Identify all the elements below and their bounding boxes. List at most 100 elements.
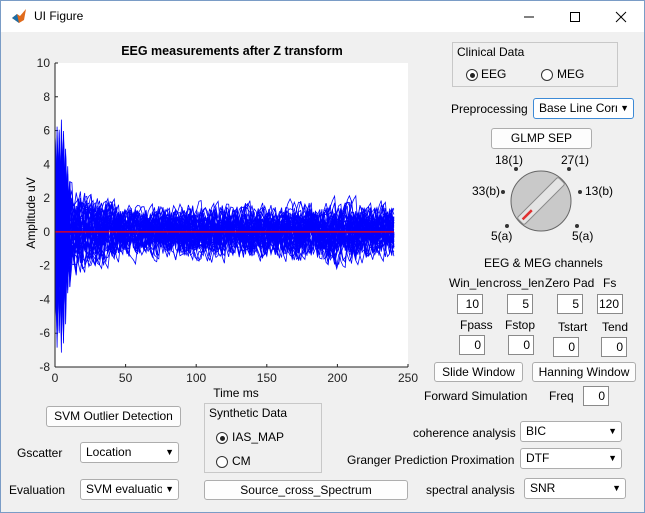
tstart-field[interactable]: 0 (553, 337, 579, 357)
radio-cm-label: CM (232, 454, 251, 468)
channel-knob[interactable] (509, 169, 573, 233)
tstart-label: Tstart (558, 320, 588, 334)
y-tick-label: 2 (43, 191, 50, 205)
y-tick-label: -4 (39, 292, 50, 306)
chevron-down-icon: ▼ (165, 447, 174, 457)
tend-field[interactable]: 0 (601, 337, 627, 357)
clinical-data-panel: Clinical Data EEG MEG (452, 42, 618, 87)
knob-tick (514, 167, 518, 171)
gscatter-dropdown[interactable]: Location ▼ (80, 442, 179, 463)
x-tick-label: 0 (52, 371, 59, 385)
granger-value: DTF (526, 451, 550, 465)
x-tick-label: 200 (327, 371, 347, 385)
evaluation-dropdown[interactable]: SVM evaluation ▼ (80, 479, 179, 500)
svm-outlier-detection-button[interactable]: SVM Outlier Detection (46, 406, 181, 427)
coherence-value: BIC (526, 424, 547, 438)
x-tick-label: 50 (119, 371, 133, 385)
knob-label-5a-left: 5(a) (491, 229, 513, 243)
x-tick-label: 100 (186, 371, 206, 385)
source-cross-spectrum-button[interactable]: Source_cross_Spectrum (204, 480, 408, 500)
chevron-down-icon: ▼ (608, 453, 617, 463)
zero-pad-field[interactable]: 5 (557, 294, 583, 314)
minimize-button[interactable] (506, 1, 552, 32)
fs-label: Fs (603, 276, 617, 290)
eeg-trace-line (54, 132, 395, 344)
coherence-dropdown[interactable]: BIC ▼ (520, 421, 622, 442)
y-tick-label: 8 (43, 90, 50, 104)
gscatter-value: Location (86, 445, 132, 459)
y-tick-label: 4 (43, 157, 50, 171)
y-tick-label: -8 (39, 360, 50, 374)
radio-eeg[interactable] (466, 69, 478, 81)
maximize-button[interactable] (552, 1, 598, 32)
knob-label-13: 13(b) (585, 184, 614, 198)
eeg-trace-line (54, 152, 395, 294)
fstop-field[interactable]: 0 (508, 335, 534, 355)
x-tick-label: 150 (257, 371, 277, 385)
knob-tick (578, 190, 582, 194)
glmp-sep-button[interactable]: GLMP SEP (491, 128, 592, 149)
chart-title: EEG measurements after Z transform (121, 44, 343, 58)
knob-label-18: 18(1) (495, 153, 524, 167)
maximize-icon (570, 11, 580, 22)
window-title: UI Figure (34, 9, 84, 23)
y-tick-label: 6 (43, 124, 50, 138)
forward-simulation-label: Forward Simulation (424, 389, 528, 403)
x-tick-label: 250 (398, 371, 418, 385)
tend-label: Tend (602, 320, 629, 334)
knob-tick (501, 190, 505, 194)
radio-meg-label: MEG (557, 67, 585, 81)
preprocessing-value: Base Line Corr (539, 101, 617, 115)
eeg-chart[interactable]: 0 50 100 150 200 250 10 8 6 4 2 0 -2 -4 -6 -8 (21, 56, 421, 386)
preprocessing-label: Preprocessing (451, 102, 528, 116)
spectral-dropdown[interactable]: SNR ▼ (524, 478, 626, 499)
freq-label: Freq (549, 389, 574, 403)
hanning-window-button[interactable]: Hanning Window (532, 362, 636, 382)
chevron-down-icon: ▼ (620, 103, 629, 113)
title-bar: UI Figure (1, 1, 644, 32)
preprocessing-dropdown[interactable]: Base Line Corr ▼ (533, 98, 634, 119)
knob-label-33: 33(b) (472, 184, 501, 198)
evaluation-value: SVM evaluation (86, 482, 162, 496)
knob-label-27: 27(1) (561, 153, 590, 167)
minimize-icon (524, 16, 534, 17)
knob-tick (505, 224, 509, 228)
coherence-label: coherence analysis (413, 426, 516, 440)
radio-meg[interactable] (541, 69, 553, 81)
y-tick-label: 0 (43, 225, 50, 239)
spectral-value: SNR (530, 481, 556, 495)
knob-label-5a-right: 5(a) (572, 229, 594, 243)
synthetic-data-panel: Synthetic Data IAS_MAP CM (204, 403, 322, 473)
matlab-icon (12, 9, 26, 23)
x-axis-label: Time ms (213, 386, 259, 400)
eeg-trace-line (54, 135, 395, 314)
win-len-field[interactable]: 10 (457, 294, 483, 314)
radio-eeg-label: EEG (481, 67, 507, 81)
knob-tick (575, 224, 579, 228)
clinical-data-title: Clinical Data (457, 45, 525, 59)
knob-tick (567, 167, 571, 171)
chevron-down-icon: ▼ (612, 483, 621, 493)
eeg-trace-line (54, 131, 395, 317)
fstop-label: Fstop (505, 318, 536, 332)
cross-len-field[interactable]: 5 (507, 294, 533, 314)
fs-field[interactable]: 120 (597, 294, 623, 314)
radio-ias-map-label: IAS_MAP (232, 430, 285, 444)
evaluation-label: Evaluation (9, 483, 66, 497)
radio-ias-map[interactable] (216, 432, 228, 444)
synthetic-data-title: Synthetic Data (209, 406, 288, 420)
cross-len-label: cross_len (493, 276, 545, 290)
y-tick-label: 10 (37, 56, 51, 70)
close-button[interactable] (598, 1, 644, 32)
freq-field[interactable]: 0 (583, 386, 609, 406)
slide-window-button[interactable]: Slide Window (434, 362, 523, 382)
y-tick-label: -2 (39, 259, 50, 273)
close-icon (615, 11, 627, 22)
radio-cm[interactable] (216, 456, 228, 468)
fpass-field[interactable]: 0 (459, 335, 485, 355)
granger-label: Granger Prediction Proximation (347, 453, 515, 467)
y-tick-label: -6 (39, 326, 50, 340)
fpass-label: Fpass (460, 318, 493, 332)
granger-dropdown[interactable]: DTF ▼ (520, 448, 622, 469)
